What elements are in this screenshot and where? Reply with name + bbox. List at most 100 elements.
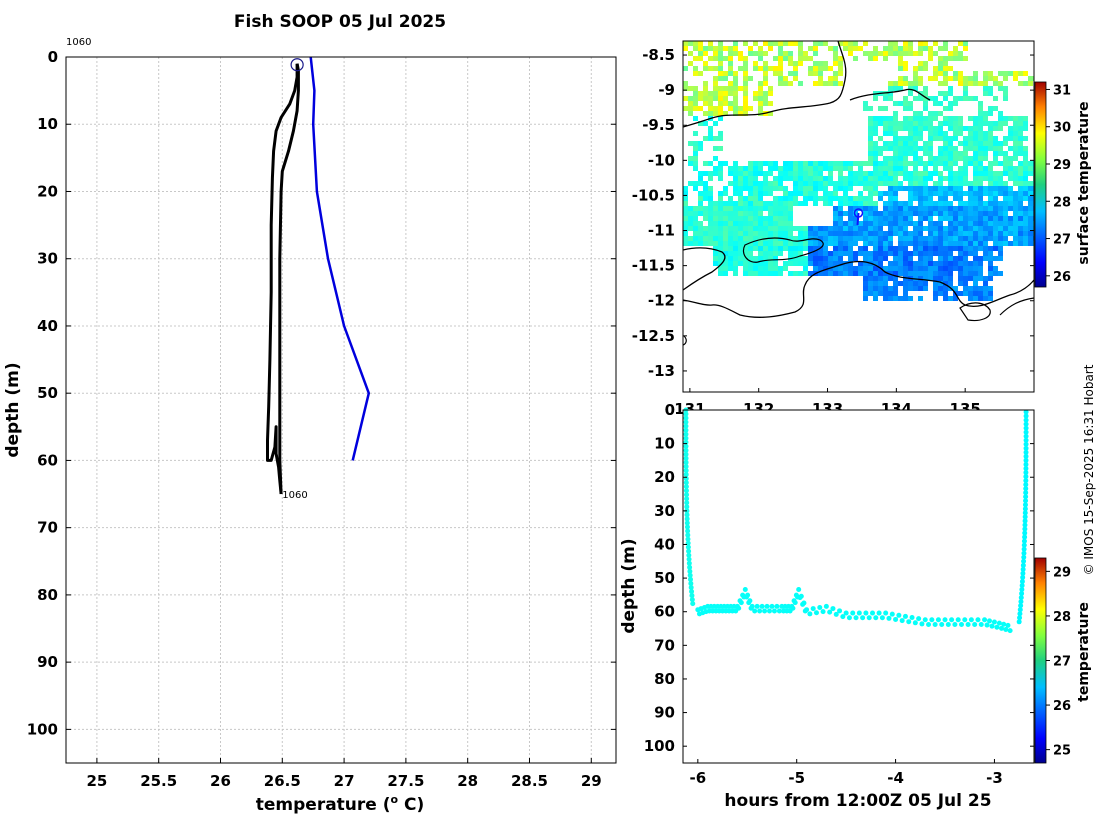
data-point — [1021, 538, 1027, 544]
sst-cell — [943, 156, 948, 161]
sst-cell — [723, 211, 728, 216]
sst-cell — [943, 251, 948, 256]
sst-cell — [988, 276, 993, 281]
sst-cell — [1008, 131, 1013, 136]
profile-start-marker — [290, 58, 304, 72]
sst-cell — [768, 206, 773, 211]
sst-cell — [998, 71, 1003, 76]
sst-cell — [938, 171, 943, 176]
sst-cell — [713, 206, 718, 211]
sst-cell — [823, 266, 828, 271]
sst-cell — [848, 51, 853, 56]
data-point — [1022, 530, 1028, 536]
sst-cell — [738, 56, 743, 61]
sst-cell — [983, 256, 988, 261]
sst-cell — [728, 261, 733, 266]
sst-cell — [703, 101, 708, 106]
sst-cell — [923, 146, 928, 151]
sst-cell — [923, 226, 928, 231]
sst-cell — [758, 196, 763, 201]
sst-cell — [918, 271, 923, 276]
sst-cell — [908, 201, 913, 206]
sst-cell — [908, 86, 913, 91]
sst-cell — [873, 126, 878, 131]
sst-cell — [1018, 176, 1023, 181]
map-colorbar-tick-label: 31 — [1053, 83, 1071, 98]
sst-cell — [748, 256, 753, 261]
sst-cell — [978, 191, 983, 196]
sst-cell — [693, 181, 698, 186]
sst-cell — [798, 191, 803, 196]
data-point — [684, 492, 690, 498]
sst-cell — [723, 236, 728, 241]
sst-cell — [778, 186, 783, 191]
sst-cell — [998, 216, 1003, 221]
sst-cell — [888, 241, 893, 246]
data-point — [688, 576, 694, 582]
data-point — [688, 580, 694, 586]
sst-cell — [993, 271, 998, 276]
sst-cell — [983, 236, 988, 241]
sst-cell — [718, 256, 723, 261]
sst-cell — [948, 226, 953, 231]
sst-cell — [943, 116, 948, 121]
sst-cell — [713, 96, 718, 101]
sst-cell — [958, 141, 963, 146]
sst-cell — [958, 126, 963, 131]
sst-cell — [903, 216, 908, 221]
sst-cell — [813, 171, 818, 176]
sst-cell — [968, 221, 973, 226]
sst-cell — [903, 256, 908, 261]
sst-cell — [1003, 216, 1008, 221]
sst-cell — [1018, 81, 1023, 86]
sst-cell — [938, 206, 943, 211]
sst-cell — [828, 46, 833, 51]
sst-cell — [708, 186, 713, 191]
sst-cell — [1013, 231, 1018, 236]
sst-cell — [868, 226, 873, 231]
section-axes-box — [682, 409, 1035, 764]
sst-cell — [893, 41, 898, 46]
sst-cell — [938, 81, 943, 86]
sst-cell — [1013, 176, 1018, 181]
sst-cell — [873, 151, 878, 156]
sst-cell — [873, 241, 878, 246]
sst-cell — [943, 61, 948, 66]
sst-cell — [848, 261, 853, 266]
data-point — [683, 443, 689, 449]
sst-cell — [958, 221, 963, 226]
sst-cell — [953, 76, 958, 81]
sst-cell — [1023, 71, 1028, 76]
sst-cell — [888, 96, 893, 101]
sst-cell — [718, 61, 723, 66]
sst-cell — [898, 231, 903, 236]
sst-cell — [828, 81, 833, 86]
map-y-tick-label: -8.5 — [642, 46, 675, 64]
sst-cell — [743, 261, 748, 266]
sst-cell — [793, 166, 798, 171]
sst-cell — [943, 91, 948, 96]
sst-cell — [983, 171, 988, 176]
sst-cell — [948, 76, 953, 81]
sst-cell — [1003, 211, 1008, 216]
sst-cell — [978, 206, 983, 211]
sst-cell — [913, 71, 918, 76]
sst-cell — [903, 121, 908, 126]
data-point — [879, 615, 885, 621]
data-point — [683, 488, 689, 494]
sst-cell — [938, 261, 943, 266]
sst-cell — [978, 231, 983, 236]
sst-cell — [853, 251, 858, 256]
sst-cell — [893, 211, 898, 216]
sst-cell — [913, 131, 918, 136]
sst-cell — [798, 261, 803, 266]
sst-cell — [683, 241, 688, 246]
sst-cell — [798, 166, 803, 171]
sst-cell — [933, 251, 938, 256]
sst-cell — [733, 181, 738, 186]
sst-cell — [828, 171, 833, 176]
sst-cell — [848, 196, 853, 201]
sst-cell — [788, 246, 793, 251]
sst-cell — [778, 81, 783, 86]
data-point — [683, 455, 689, 461]
